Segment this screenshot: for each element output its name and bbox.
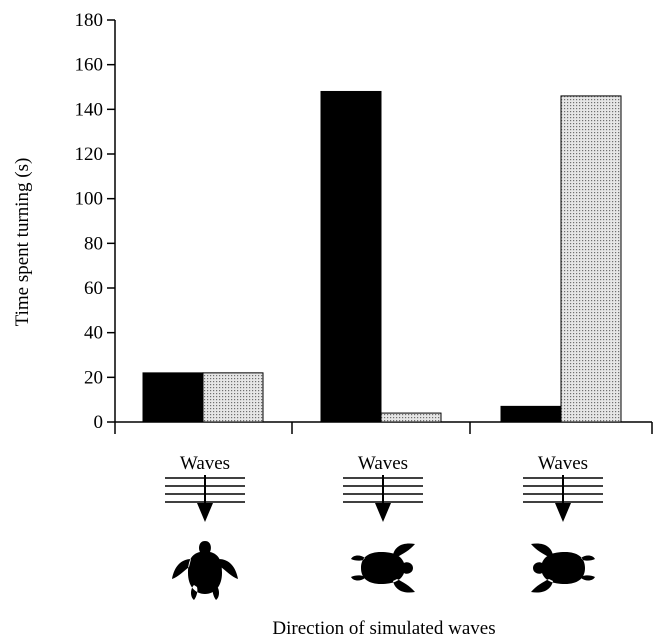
wave-arrow-head (375, 503, 391, 522)
wave-arrow-head (555, 503, 571, 522)
axes: 0 20 40 60 80 100 120 140 160 180 (75, 10, 653, 434)
y-tick-label: 60 (84, 278, 103, 299)
y-tick-label: 160 (75, 55, 104, 76)
bar-3-series-1 (500, 405, 562, 423)
bars (142, 90, 622, 423)
y-axis-title: Time spent turning (s) (12, 158, 33, 327)
bar-2-series-1 (320, 90, 382, 423)
y-tick-label: 80 (84, 233, 103, 254)
condition-label: Waves (358, 453, 408, 474)
x-axis-title: Direction of simulated waves (272, 618, 495, 639)
bar-3-series-2 (560, 95, 622, 423)
y-tick-label: 180 (75, 10, 104, 31)
bar-2-series-2 (380, 412, 442, 423)
bar-1-series-1 (142, 372, 204, 423)
y-tick-label: 120 (75, 144, 104, 165)
y-tick-label: 20 (84, 367, 103, 388)
wave-arrow-head (197, 503, 213, 522)
turtle-icon (531, 543, 595, 593)
wave-diagrams: Waves Waves Waves (165, 453, 603, 600)
turtle-icon (172, 541, 238, 600)
y-tick-label: 140 (75, 99, 104, 120)
y-tick-label: 100 (75, 189, 104, 210)
y-tick-label: 40 (84, 323, 103, 344)
turtle-icon (351, 543, 415, 593)
condition-label: Waves (538, 453, 588, 474)
condition-label: Waves (180, 453, 230, 474)
bar-1-series-2 (202, 372, 264, 423)
y-tick-label: 0 (94, 412, 104, 433)
